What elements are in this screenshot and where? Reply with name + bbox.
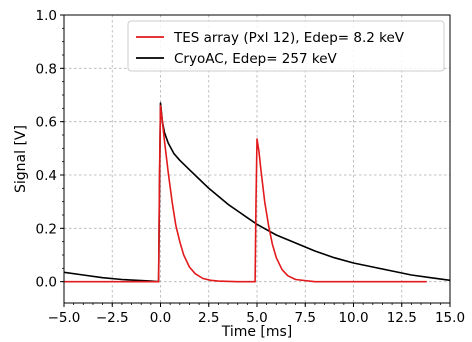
y-tick-label: 0.8 <box>36 61 57 77</box>
x-tick-label: 7.5 <box>295 310 316 326</box>
x-tick-label: −2.5 <box>96 310 129 326</box>
series-lines <box>63 102 451 283</box>
axis-ticks: −5.0 −2.5 0.0 2.5 5.0 7.5 10.0 12.5 15.0 0.0 0.2 0.… <box>36 8 466 326</box>
x-tick-label: 15.0 <box>435 310 465 326</box>
legend: TES array (Pxl 12), Edep= 8.2 keV CryoAC… <box>127 20 445 72</box>
y-tick-label: 0.0 <box>36 275 57 291</box>
y-axis-label: Signal [V] <box>13 125 29 193</box>
x-tick-label: 10.0 <box>338 310 368 326</box>
x-tick-label: 2.5 <box>198 310 219 326</box>
y-tick-label: 1.0 <box>36 8 57 24</box>
y-tick-label: 0.4 <box>36 168 57 184</box>
x-axis-label: Time [ms] <box>221 324 293 340</box>
x-tick-label: −5.0 <box>48 310 81 326</box>
legend-box <box>127 20 445 72</box>
legend-label-cryoac: CryoAC, Edep= 257 keV <box>174 51 338 67</box>
series-line-tes <box>64 104 427 283</box>
y-tick-label: 0.6 <box>36 115 57 131</box>
x-tick-label: 12.5 <box>387 310 417 326</box>
legend-label-tes: TES array (Pxl 12), Edep= 8.2 keV <box>173 30 405 46</box>
x-tick-label: 0.0 <box>150 310 171 326</box>
y-tick-label: 0.2 <box>36 221 57 237</box>
x-tick-label: 5.0 <box>246 310 267 326</box>
